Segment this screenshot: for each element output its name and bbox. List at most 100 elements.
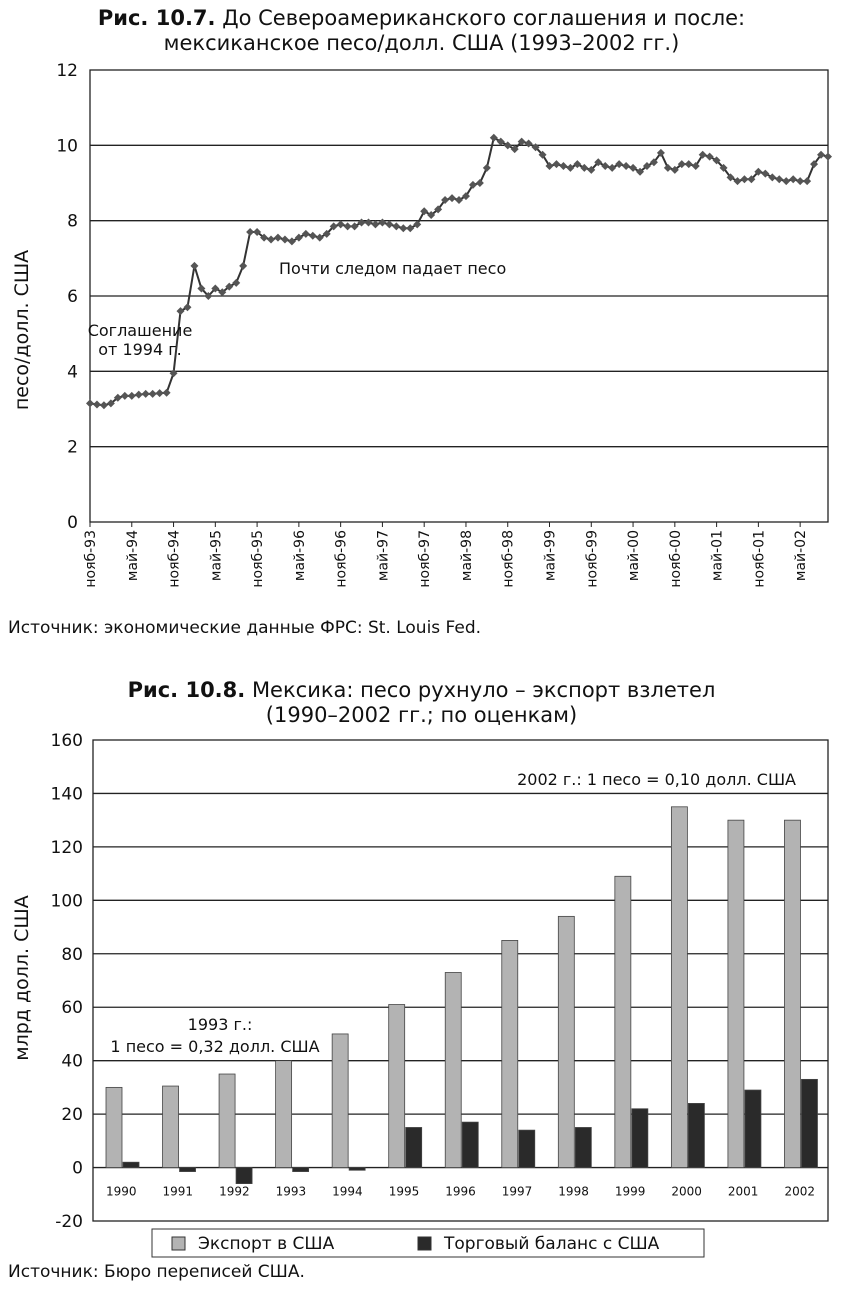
chart2-title-prefix: Рис. 10.8. [127, 678, 246, 702]
export-bar [501, 940, 519, 1168]
chart1-data-point [280, 235, 289, 244]
chart1-data-point [740, 175, 749, 184]
trade-balance-bar [461, 1121, 479, 1168]
chart1-data-point [712, 156, 721, 165]
chart2-y-tick-labels: -20 0 20 40 60 80 100 120 140 160 [51, 731, 83, 1232]
chart1-data-point [378, 218, 387, 227]
chart2-y-tick-label: 140 [51, 784, 83, 804]
chart2-title: Рис. 10.8. Мексика: песо рухнуло – экспо… [0, 678, 843, 728]
chart1-data-point [392, 222, 401, 231]
chart2-x-tick-label: 1998 [558, 1185, 589, 1199]
chart1-data-point [636, 167, 645, 176]
trade-balance-bar [631, 1108, 649, 1168]
export-bar [331, 1033, 349, 1168]
chart1-data-point [308, 231, 317, 240]
chart1-data-point [448, 194, 457, 203]
chart1-data-point [705, 152, 714, 161]
export-bar [105, 1086, 123, 1168]
legend-label-trade-balance: Торговый баланс с США [443, 1234, 660, 1254]
chart1-data-point [524, 139, 533, 148]
chart1-data-point [824, 152, 832, 161]
chart1-data-point [754, 167, 763, 176]
chart1-data-point [169, 369, 178, 378]
chart1-data-point [559, 162, 568, 171]
legend-swatch-exports [171, 1236, 186, 1251]
chart2-y-tick-label: 0 [72, 1159, 83, 1179]
chart1-data-point [113, 393, 122, 402]
chart1-x-tick-label: нояб-93 [83, 530, 99, 588]
chart1-x-tick-label: нояб-97 [417, 530, 433, 588]
chart2-x-tick-label: 1995 [389, 1185, 420, 1199]
chart1-data-point [768, 173, 777, 182]
chart2-x-tick-label: 1994 [332, 1185, 363, 1199]
chart1-data-point [294, 233, 303, 242]
legend-frame [151, 1228, 705, 1258]
chart1-data-point [315, 233, 324, 242]
chart1-data-point [134, 390, 143, 399]
chart1-data-point [733, 177, 742, 186]
chart1-data-point [434, 205, 443, 214]
chart1-data-point [141, 389, 150, 398]
chart1-data-point [642, 162, 651, 171]
chart1-data-point [656, 148, 665, 157]
chart2-title-line2: (1990–2002 гг.; по оценкам) [265, 703, 578, 727]
annotation-1993-line1: 1993 г.: [188, 1015, 253, 1034]
chart1-data-point [803, 177, 812, 186]
chart1-data-point [489, 133, 498, 142]
export-bar [162, 1085, 179, 1168]
chart1-data-point [747, 175, 756, 184]
chart1-data-point [364, 218, 373, 227]
chart1-data-point [510, 145, 519, 154]
chart1-data-point [232, 278, 241, 287]
trade-balance-bar [348, 1167, 366, 1171]
chart1-title-line2: мексиканское песо/долл. США (1993–2002 г… [163, 31, 680, 55]
chart1-data-point [608, 163, 617, 172]
annotation-agreement-line2: от 1994 г. [98, 340, 182, 359]
chart1-data-point [92, 400, 101, 409]
chart2-x-tick-label: 1997 [502, 1185, 533, 1199]
trade-balance-bar [405, 1127, 423, 1168]
chart2-x-tick-label: 1993 [276, 1185, 307, 1199]
chart1-x-tick-label: нояб-96 [334, 530, 350, 588]
chart1-x-tick-label: май-98 [459, 530, 475, 581]
chart1-data-point [503, 141, 512, 150]
chart1-data-point [218, 288, 227, 297]
chart1-data-point [573, 160, 582, 169]
chart1-data-point [531, 143, 540, 152]
chart2-legend: Экспорт в США Торговый баланс с США [151, 1228, 705, 1258]
chart1-gridlines [89, 69, 829, 523]
export-bar [557, 915, 575, 1168]
chart1-x-tick-label: май-00 [626, 530, 642, 581]
export-bar [784, 819, 801, 1168]
chart1-data-point [691, 162, 700, 171]
chart2-x-tick-labels: 1990 1991 1992 1993 1994 1995 1996 1997 1998 1999… [106, 1185, 815, 1199]
chart1-data-point [162, 388, 171, 397]
chart1-x-tick-label: нояб-99 [584, 530, 600, 588]
trade-balance-bar [122, 1161, 140, 1168]
chart2-x-tick-label: 2000 [671, 1185, 702, 1199]
trade-balance-bar [801, 1078, 818, 1168]
chart2-x-tick-label: 1990 [106, 1185, 137, 1199]
chart1-x-tick-label: нояб-94 [167, 530, 183, 588]
chart1-data-point [357, 218, 366, 227]
chart1-data-point [413, 220, 422, 229]
chart1-x-tick-label: нояб-95 [250, 530, 266, 588]
chart1-data-point [552, 160, 561, 169]
chart1-data-point [789, 175, 798, 184]
export-bar [727, 819, 745, 1168]
chart1-data-point [239, 261, 248, 270]
trade-balance-bar [292, 1167, 310, 1172]
chart1-data-point [322, 229, 331, 238]
chart1-data-point [670, 165, 679, 174]
chart1-data-point [183, 303, 192, 312]
chart1-data-point [594, 158, 603, 167]
chart1-data-point [246, 227, 255, 236]
chart1-data-point [580, 163, 589, 172]
chart1-data-point [406, 224, 415, 233]
chart1-data-point [127, 391, 136, 400]
chart2-source: Источник: Бюро переписей США. [8, 1262, 305, 1282]
chart1-data-point [496, 137, 505, 146]
chart2-x-tick-label: 1999 [615, 1185, 646, 1199]
